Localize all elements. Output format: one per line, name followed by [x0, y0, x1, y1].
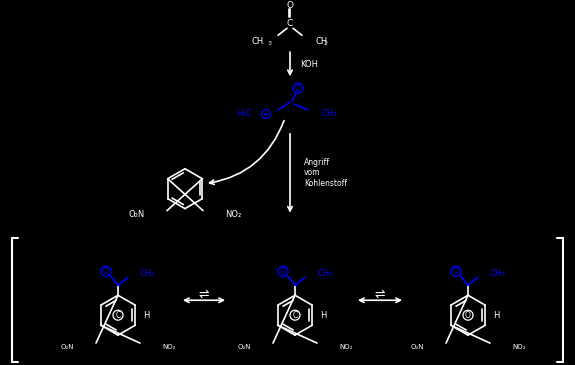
- Text: C: C: [292, 311, 298, 320]
- Text: O₂N: O₂N: [60, 344, 74, 350]
- Text: 3: 3: [268, 41, 272, 46]
- Text: Angriff
vom
Kohlenstoff: Angriff vom Kohlenstoff: [304, 158, 347, 188]
- Text: H: H: [143, 311, 149, 320]
- Text: ⇌: ⇌: [199, 288, 209, 301]
- Text: O: O: [453, 267, 459, 276]
- Text: C: C: [116, 311, 121, 320]
- Text: O₂N: O₂N: [237, 344, 251, 350]
- Text: O₂N: O₂N: [411, 344, 424, 350]
- Text: NO₂: NO₂: [339, 344, 352, 350]
- Text: O: O: [286, 1, 293, 10]
- Text: CH: CH: [316, 37, 328, 46]
- Text: CH₃: CH₃: [490, 269, 505, 278]
- Text: CH: CH: [252, 37, 264, 46]
- Text: 2: 2: [324, 41, 328, 46]
- Text: O: O: [103, 267, 109, 276]
- Text: CH₃: CH₃: [317, 269, 332, 278]
- Text: CH₃: CH₃: [322, 110, 338, 119]
- Text: ⇌: ⇌: [375, 288, 385, 301]
- Text: H: H: [493, 311, 499, 320]
- Text: KOH: KOH: [300, 59, 318, 69]
- Text: H₂C: H₂C: [236, 110, 252, 119]
- Text: NO₂: NO₂: [512, 344, 526, 350]
- Text: O: O: [280, 267, 286, 276]
- Text: CH₃: CH₃: [140, 269, 155, 278]
- FancyArrowPatch shape: [209, 120, 284, 184]
- Text: C: C: [287, 19, 293, 28]
- Text: H: H: [320, 311, 326, 320]
- Text: NO₂: NO₂: [162, 344, 175, 350]
- Text: O₂N: O₂N: [129, 210, 145, 219]
- Text: O: O: [465, 311, 471, 320]
- Text: O: O: [295, 84, 301, 93]
- Text: NO₂: NO₂: [225, 210, 242, 219]
